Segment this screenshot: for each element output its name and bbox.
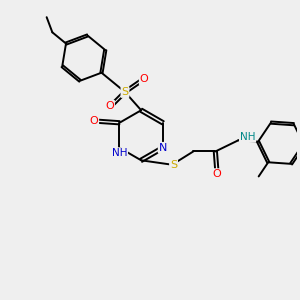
Text: O: O: [140, 74, 148, 84]
Text: NH: NH: [112, 148, 127, 158]
Text: O: O: [89, 116, 98, 126]
Text: O: O: [212, 169, 221, 179]
Text: O: O: [105, 101, 114, 111]
Text: S: S: [170, 160, 177, 170]
Text: N: N: [159, 143, 167, 153]
Text: NH: NH: [240, 132, 255, 142]
Text: S: S: [122, 87, 128, 97]
